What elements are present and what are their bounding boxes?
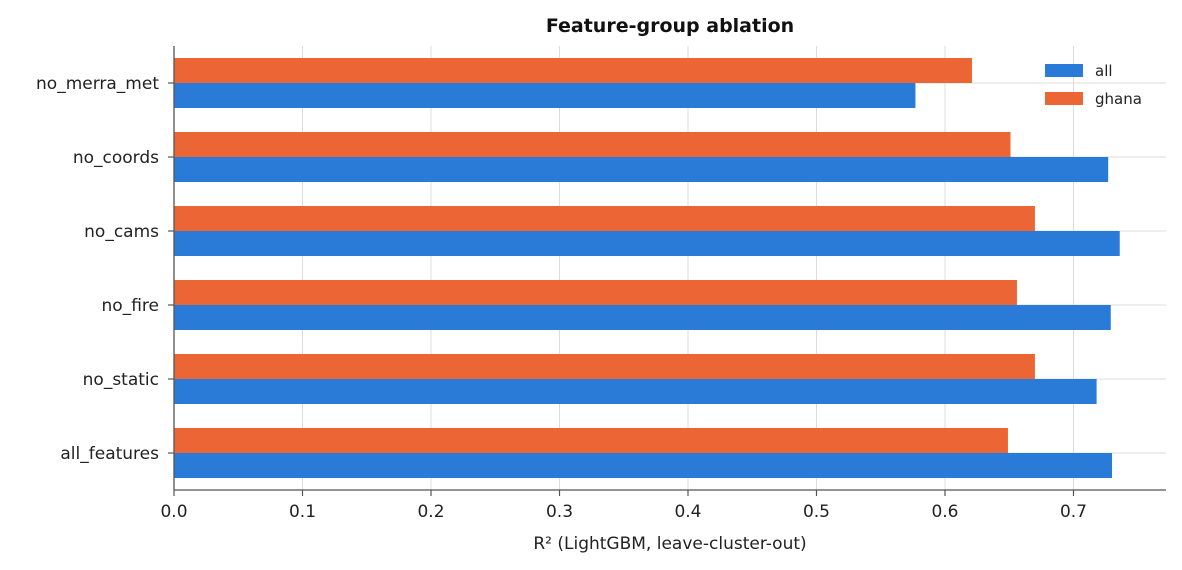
y-tick-label-all_features: all_features <box>60 444 159 464</box>
legend-label-ghana: ghana <box>1095 90 1142 108</box>
bar-ghana-no_merra_met <box>174 58 972 83</box>
bar-all-no_static <box>174 379 1097 404</box>
bar-ghana-no_cams <box>174 206 1035 231</box>
bar-all-no_fire <box>174 305 1111 330</box>
legend-label-all: all <box>1095 62 1113 80</box>
ticks-layer: 0.0 0.1 0.2 0.3 0.4 0.5 0.6 0.7 no_merra_met no_c… <box>36 74 1087 522</box>
x-tick-label: 0.2 <box>417 502 444 522</box>
legend-swatch-ghana <box>1045 92 1083 105</box>
y-tick-label-no_static: no_static <box>83 370 159 390</box>
y-tick-label-no_cams: no_cams <box>84 222 159 242</box>
bar-all-no_coords <box>174 157 1109 182</box>
y-tick-label-no_merra_met: no_merra_met <box>36 74 159 94</box>
bar-ghana-no_coords <box>174 132 1011 157</box>
x-tick-label: 0.0 <box>160 502 187 522</box>
grid-layer <box>173 46 1166 490</box>
legend-swatch-all <box>1045 64 1083 77</box>
bar-all-all_features <box>174 453 1113 478</box>
y-tick-label-no_coords: no_coords <box>73 148 159 168</box>
x-tick-label: 0.4 <box>674 502 701 522</box>
x-tick-label: 0.1 <box>289 502 316 522</box>
x-tick-label: 0.7 <box>1060 502 1087 522</box>
bar-all-no_cams <box>174 231 1120 256</box>
x-tick-label: 0.5 <box>803 502 830 522</box>
x-tick-label: 0.3 <box>546 502 573 522</box>
legend: all ghana <box>1045 62 1142 108</box>
bars-layer <box>174 58 1120 478</box>
axes-layer <box>173 46 1166 491</box>
bar-ghana-no_fire <box>174 280 1017 305</box>
y-tick-label-no_fire: no_fire <box>102 296 159 316</box>
x-axis-title: R² (LightGBM, leave-cluster-out) <box>533 534 806 554</box>
bar-ghana-no_static <box>174 354 1035 379</box>
bar-ghana-all_features <box>174 428 1008 453</box>
bar-all-no_merra_met <box>174 83 916 108</box>
x-tick-label: 0.6 <box>931 502 958 522</box>
chart-title: Feature-group ablation <box>546 15 794 37</box>
